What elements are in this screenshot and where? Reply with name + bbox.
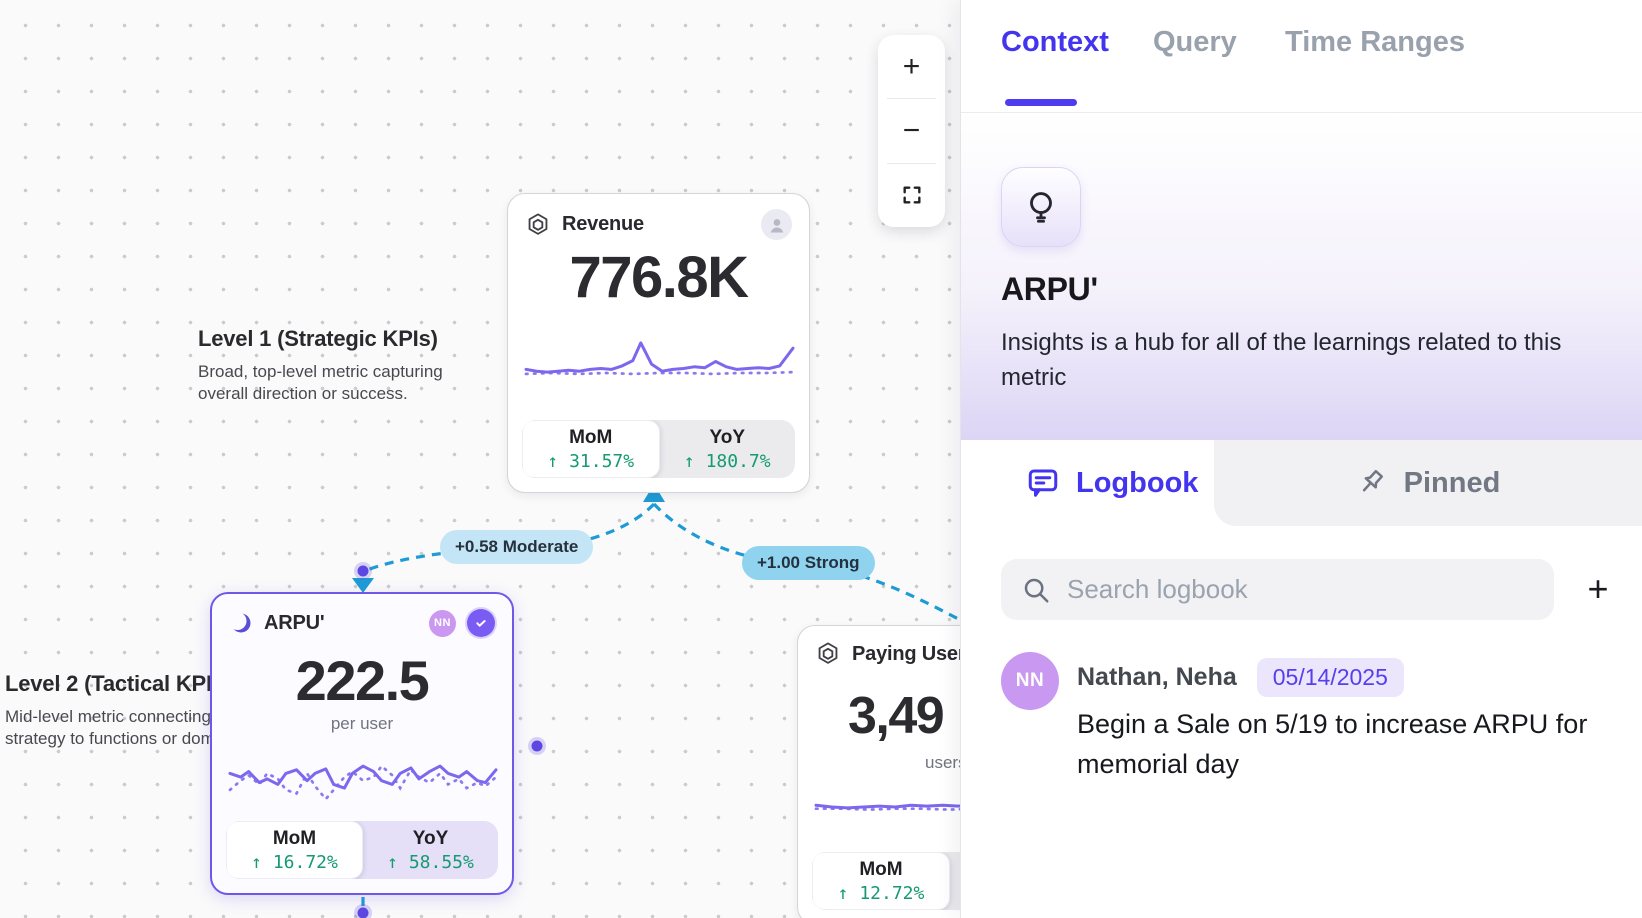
revenue-yoy-toggle[interactable]: YoY ↑ 180.7% bbox=[660, 420, 796, 478]
stat-label: YoY bbox=[709, 426, 746, 448]
paying-users-mom-toggle[interactable]: MoM ↑ 12.72% bbox=[812, 852, 950, 910]
crescent-moon-icon bbox=[229, 611, 253, 635]
tab-context[interactable]: Context bbox=[1001, 26, 1109, 58]
metric-card-arpu[interactable]: ARPU' NN 222.5 per user MoM ↑ 16.72% YoY bbox=[210, 592, 514, 895]
stat-label: YoY bbox=[412, 827, 449, 849]
metric-title: ARPU' bbox=[1001, 271, 1098, 307]
paying-users-card-header: Paying Users' bbox=[798, 626, 1096, 667]
revenue-stats: MoM ↑ 31.57% YoY ↑ 180.7% bbox=[522, 420, 795, 478]
hexagon-metric-icon bbox=[815, 641, 841, 667]
tab-logbook[interactable]: Logbook bbox=[961, 440, 1214, 526]
annotation-level-1-title: Level 1 (Strategic KPIs) bbox=[198, 326, 438, 351]
fit-view-button[interactable] bbox=[878, 164, 945, 227]
arrowhead-into-revenue bbox=[643, 484, 665, 502]
search-icon bbox=[1024, 578, 1049, 602]
entry-text: Begin a Sale on 5/19 to increase ARPU fo… bbox=[1077, 709, 1588, 779]
stat-value: ↑ 180.7% bbox=[683, 450, 771, 472]
fullscreen-icon bbox=[902, 186, 921, 204]
stat-value: ↑ 12.72% bbox=[837, 882, 925, 904]
annotation-level-1-description: Broad, top-level metric capturing overal… bbox=[198, 362, 443, 404]
pin-icon bbox=[1362, 469, 1383, 492]
search-input[interactable] bbox=[1067, 574, 1534, 605]
metric-card-revenue[interactable]: Revenue 776.8K MoM ↑ 31.57% YoY ↑ 180.7% bbox=[507, 193, 810, 493]
stat-label: MoM bbox=[569, 426, 613, 448]
zoom-in-button[interactable]: + bbox=[902, 49, 921, 83]
entry-header: Nathan, Neha 05/14/2025 bbox=[1077, 658, 1404, 697]
divider bbox=[887, 162, 936, 164]
arpu-card-header: ARPU' NN bbox=[212, 594, 512, 637]
paying-users-unit: users bbox=[925, 753, 967, 772]
tab-pinned-label: Pinned bbox=[1403, 466, 1501, 499]
revenue-sparkline bbox=[524, 334, 795, 396]
revenue-value: 776.8K bbox=[569, 245, 749, 310]
correlation-label-moderate[interactable]: +0.58 Moderate bbox=[440, 530, 594, 564]
stat-value: ↑ 31.57% bbox=[547, 450, 635, 472]
revenue-mom-toggle[interactable]: MoM ↑ 31.57% bbox=[522, 420, 660, 478]
correlation-label-strong[interactable]: +1.00 Strong bbox=[742, 546, 875, 580]
stat-label: MoM bbox=[859, 858, 903, 880]
tab-pinned[interactable]: Pinned bbox=[1214, 440, 1642, 526]
paying-users-value: 3,49 bbox=[848, 687, 945, 745]
arpu-mom-toggle[interactable]: MoM ↑ 16.72% bbox=[226, 821, 363, 879]
annotation-level-2-description: Mid-level metric connecting strategy to … bbox=[5, 707, 251, 749]
revenue-card-title: Revenue bbox=[562, 213, 644, 235]
metric-description: Insights is a hub for all of the learnin… bbox=[1001, 329, 1562, 391]
connection-handle-arpu-right bbox=[531, 740, 543, 752]
insights-icon-container bbox=[1001, 167, 1081, 247]
annotation-level-1: Level 1 (Strategic KPIs) Broad, top-leve… bbox=[198, 326, 453, 406]
paying-users-card-title: Paying Users' bbox=[852, 642, 981, 665]
arrowhead-into-arpu bbox=[352, 578, 374, 593]
arpu-yoy-toggle[interactable]: YoY ↑ 58.55% bbox=[363, 821, 498, 879]
annotation-level-2: Level 2 (Tactical KPIs) Mid-level metric… bbox=[5, 671, 257, 751]
logbook-pinned-tabs: Logbook Pinned bbox=[961, 440, 1642, 526]
arpu-unit: per user bbox=[330, 714, 394, 733]
entry-author: Nathan, Neha bbox=[1077, 663, 1237, 691]
stat-label: MoM bbox=[272, 827, 317, 849]
hexagon-metric-icon bbox=[525, 212, 551, 238]
arpu-card-title: ARPU' bbox=[264, 611, 325, 634]
lightbulb-icon bbox=[1030, 192, 1052, 223]
metric-tree-canvas[interactable]: Level 1 (Strategic KPIs) Broad, top-leve… bbox=[0, 0, 1097, 918]
connection-handle-arpu-top bbox=[357, 565, 369, 577]
arpu-sparkline bbox=[228, 746, 498, 810]
active-tab-underline bbox=[1005, 99, 1077, 106]
revenue-card-header: Revenue bbox=[508, 194, 809, 240]
entry-date-badge: 05/14/2025 bbox=[1256, 658, 1404, 697]
zoom-out-button[interactable]: − bbox=[902, 113, 921, 147]
collaborator-avatar: NN bbox=[429, 609, 456, 637]
logbook-search-row: + bbox=[961, 559, 1642, 621]
divider bbox=[887, 98, 936, 100]
tab-logbook-label: Logbook bbox=[1076, 466, 1199, 499]
logbook-comment-icon bbox=[1028, 469, 1058, 497]
add-logbook-entry-button[interactable]: + bbox=[1587, 568, 1609, 609]
annotation-level-2-title: Level 2 (Tactical KPIs) bbox=[5, 671, 232, 696]
canvas-zoom-toolbar: + − bbox=[878, 35, 945, 227]
arpu-value: 222.5 bbox=[295, 649, 430, 712]
stat-value: ↑ 16.72% bbox=[251, 851, 338, 873]
tab-query[interactable]: Query bbox=[1153, 26, 1237, 58]
panel-tab-bar: Context Query Time Ranges bbox=[961, 0, 1642, 113]
logbook-search-box[interactable] bbox=[1001, 559, 1554, 620]
verified-check-icon bbox=[467, 609, 495, 637]
tab-time-ranges[interactable]: Time Ranges bbox=[1285, 26, 1465, 58]
connection-handle-arpu-bottom bbox=[357, 907, 369, 918]
owner-avatar-icon bbox=[761, 209, 792, 240]
metric-summary-section: ARPU' Insights is a hub for all of the l… bbox=[961, 113, 1642, 440]
stat-value: ↑ 58.55% bbox=[387, 851, 474, 873]
arpu-stats: MoM ↑ 16.72% YoY ↑ 58.55% bbox=[226, 821, 498, 879]
context-panel: Context Query Time Ranges ARPU' Insights… bbox=[960, 0, 1642, 918]
entry-avatar: NN bbox=[1001, 652, 1059, 710]
